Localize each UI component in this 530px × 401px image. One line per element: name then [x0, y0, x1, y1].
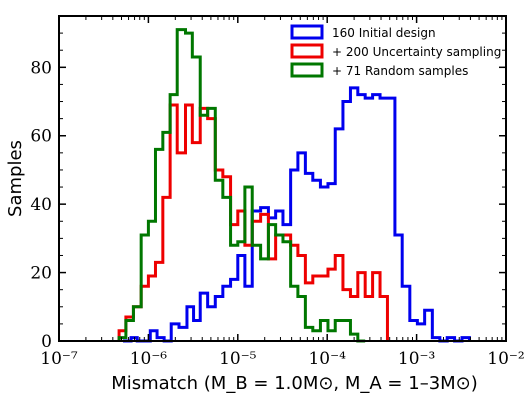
legend: 160 Initial design + 200 Uncertainty samp…	[290, 24, 501, 78]
y-axis-label: Samples	[5, 140, 26, 217]
legend-swatch-1	[290, 43, 324, 59]
y-tick-label: 80	[30, 58, 52, 78]
x-tick-label: 10⁻⁷	[40, 349, 78, 369]
x-tick-label: 10⁻⁵	[219, 349, 257, 369]
y-tick-label: 40	[30, 195, 52, 215]
y-tick-label: 60	[30, 127, 52, 147]
plot-frame	[58, 15, 507, 342]
x-tick-label: 10⁻²	[487, 349, 524, 369]
histogram-series-1	[117, 103, 389, 341]
plot-series-group	[117, 28, 471, 343]
legend-label-2: + 71 Random samples	[332, 64, 468, 78]
histogram-series-2	[117, 28, 366, 343]
x-tick-label: 10⁻⁶	[130, 349, 168, 369]
x-tick-label: 10⁻³	[398, 349, 435, 369]
x-axis-label: Mismatch (M_B = 1.0M⊙, M_A = 1–3M⊙)	[111, 373, 478, 394]
y-tick-label: 20	[30, 264, 52, 284]
legend-label-1: + 200 Uncertainty sampling	[332, 45, 501, 59]
tick-group: 10⁻⁷ 10⁻⁶ 10⁻⁵ 10⁻⁴ 10⁻³ 10⁻² 0 20 40 60 80	[30, 16, 525, 369]
x-tick-label: 10⁻⁴	[308, 349, 346, 369]
legend-swatch-2	[290, 62, 324, 78]
legend-swatch-0	[290, 24, 324, 40]
legend-label-0: 160 Initial design	[332, 26, 436, 40]
histogram-series-0	[123, 86, 471, 343]
y-tick-label: 0	[41, 332, 52, 352]
